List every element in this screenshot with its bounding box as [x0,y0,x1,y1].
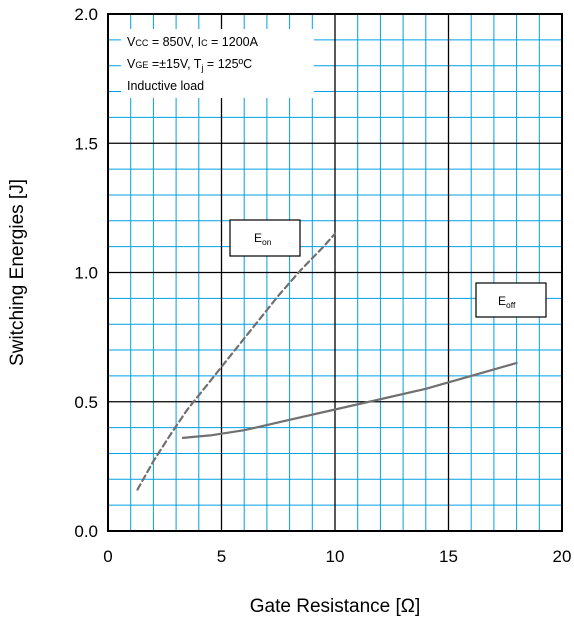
y-tick-label: 0.5 [74,393,98,412]
x-tick-label: 10 [326,547,345,566]
eoff-label-box [475,282,547,318]
series-line-eon [136,232,337,491]
eoff-label: Eoff [475,282,547,318]
conditions-note-box [121,29,314,98]
eon-label: Eon [229,219,301,257]
condition-line-1: VCC = 850V, IC = 1200A [127,35,259,49]
grid-major [108,14,562,531]
x-axis-ticks: 0 5 10 15 20 [103,547,571,566]
series-line-eoff [181,361,518,439]
condition-line-2: VGE =±15V, Tj = 125ºC [127,57,252,73]
x-axis-title: Gate Resistance [Ω] [250,596,421,617]
y-axis-title: Switching Energies [J] [7,179,28,366]
conditions-note: VCC = 850V, IC = 1200A VGE =±15V, Tj = 1… [121,29,314,98]
y-tick-label: 1.0 [74,264,98,283]
x-tick-label: 20 [553,547,572,566]
x-tick-label: 15 [439,547,458,566]
y-tick-label: 2.0 [74,5,98,24]
x-tick-label: 0 [103,547,112,566]
eon-label-box [229,219,301,257]
eon-label-text: Eon [254,231,272,247]
y-tick-label: 1.5 [74,134,98,153]
plot-border [107,13,563,532]
x-tick-label: 5 [217,547,226,566]
y-tick-label: 0.0 [74,522,98,541]
y-axis-ticks: 0.0 0.5 1.0 1.5 2.0 [74,5,98,541]
eoff-label-text: Eoff [498,294,516,310]
condition-line-3: Inductive load [127,79,204,93]
series-layer [136,232,518,491]
